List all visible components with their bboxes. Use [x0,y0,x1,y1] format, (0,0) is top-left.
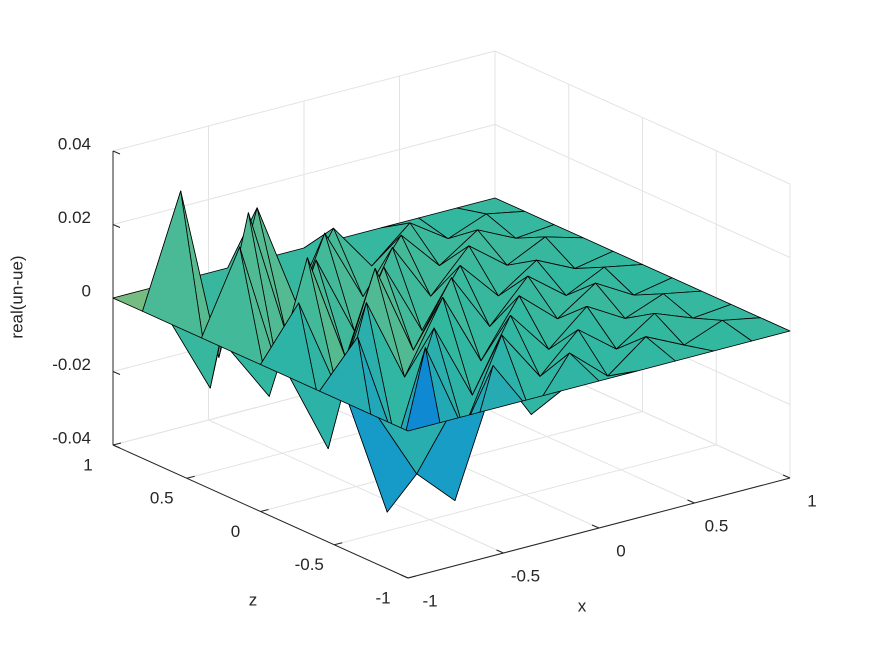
x-axis-label: x [578,596,587,615]
y-tick-label: -0.5 [295,555,324,574]
tick-mark [112,224,121,228]
tick-mark [334,542,343,546]
grid-line [494,124,791,258]
z-tick-label: -0.04 [52,428,91,447]
z-tick-label: 0.02 [58,208,91,227]
surface-face [378,417,447,475]
z-axis-label: real(un-ue) [7,255,26,338]
grid-line [494,50,791,185]
tick-mark [112,442,122,446]
tick-mark [112,150,121,155]
x-tick-label: -1 [422,591,437,610]
tick-mark [112,371,121,375]
z-tick-label: -0.02 [52,355,91,374]
y-tick-label: 1 [83,455,92,474]
y-tick-label: 0.5 [150,489,174,508]
x-tick-label: 0 [616,541,625,560]
tick-mark [407,575,417,579]
tick-mark [496,549,504,554]
tick-mark [260,509,269,512]
grid-line [334,444,717,546]
tick-mark [782,474,791,479]
y-tick-label: -1 [375,588,390,607]
tick-mark [186,475,195,479]
y-tick-label: 0 [231,522,240,541]
tick-mark [687,499,695,504]
tick-mark [400,574,409,579]
x-tick-label: 0.5 [705,516,729,535]
x-tick-label: 1 [807,491,816,510]
grid-line [112,50,496,152]
z-tick-label: 0 [82,281,91,300]
tick-mark [591,524,600,529]
y-axis-label: z [249,590,258,609]
z-tick-label: 0.04 [58,134,91,153]
tick-mark [112,444,121,449]
x-tick-label: -0.5 [511,566,540,585]
